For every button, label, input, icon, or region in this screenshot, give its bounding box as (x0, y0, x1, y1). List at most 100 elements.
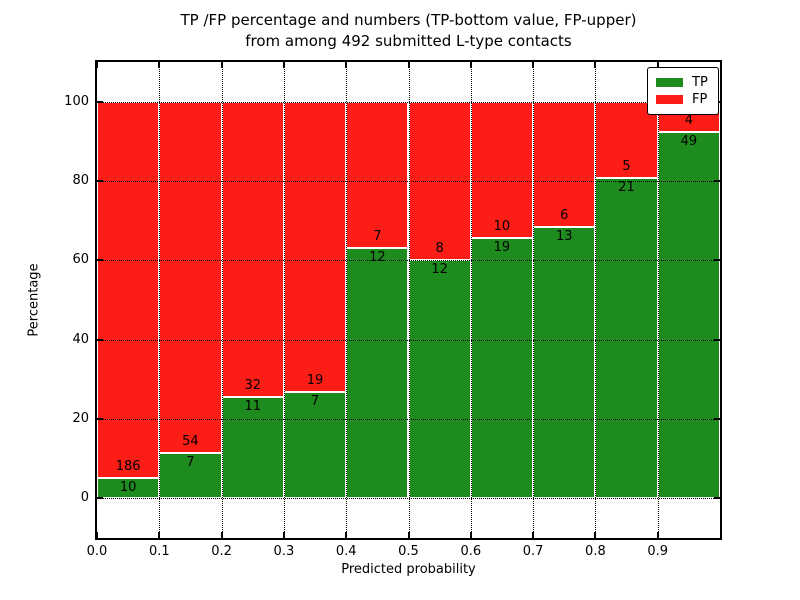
x-gridline (408, 62, 410, 538)
bar-count-fp-label: 7 (373, 228, 382, 244)
bar-count-fp-label: 5 (622, 158, 631, 174)
x-tick (407, 532, 410, 538)
x-tick-label: 0.2 (211, 544, 232, 559)
x-gridline (533, 62, 535, 538)
x-tick (345, 532, 348, 538)
y-gridline (97, 260, 720, 262)
legend-label-tp: TP (692, 74, 708, 90)
bar-segment-tp (657, 131, 720, 499)
bar-count-fp-label: 54 (182, 433, 199, 449)
x-tick-top (282, 62, 285, 68)
x-axis-label: Predicted probability (341, 562, 476, 577)
bar-count-tp-label: 7 (310, 393, 320, 409)
x-tick-top (96, 62, 98, 68)
y-gridline (97, 498, 720, 500)
bar-segment-fp (97, 101, 160, 479)
x-tick-top (158, 62, 161, 68)
x-tick-label: 0.8 (585, 544, 606, 559)
legend-entry: FP (656, 91, 708, 108)
x-tick-label: 0.5 (398, 544, 419, 559)
bar-count-fp-label: 8 (435, 241, 444, 257)
bar-segment-fp (283, 101, 347, 392)
bar-segment-tp (221, 396, 284, 499)
bar-count-fp-label: 32 (244, 377, 262, 393)
x-tick-label: 0.3 (273, 544, 295, 559)
x-tick-label: 0.7 (522, 544, 544, 559)
bar-count-fp-label: 6 (560, 207, 569, 223)
bar-segment-fp (221, 101, 284, 397)
x-tick (282, 532, 285, 538)
bar-segment-tp (470, 238, 534, 499)
bar-segment-tp (346, 247, 409, 499)
x-tick (220, 532, 223, 538)
x-gridline (657, 62, 659, 538)
y-tick-right (714, 180, 720, 182)
bar-segment-tp (97, 478, 160, 499)
x-tick (96, 532, 98, 538)
bar-count-fp-label: 4 (684, 112, 693, 128)
x-tick-top (656, 62, 659, 68)
bar-count-tp-label: 11 (244, 398, 262, 414)
bar-count-tp-label: 10 (119, 480, 137, 496)
x-tick-top (469, 62, 472, 68)
x-tick-label: 0.4 (335, 544, 357, 559)
x-tick-top (407, 62, 410, 68)
bar-segment-tp (283, 391, 347, 499)
y-tick (97, 497, 103, 500)
y-tick-label: 40 (72, 331, 89, 347)
bar-segment-tp (408, 260, 471, 499)
chart-title-line1: TP /FP percentage and numbers (TP-bottom… (180, 11, 637, 29)
x-tick (656, 532, 659, 538)
x-gridline (283, 62, 285, 538)
x-gridline (221, 62, 223, 538)
x-gridline (595, 62, 597, 538)
bar-count-fp-label: 19 (306, 372, 324, 388)
y-tick-label: 100 (64, 93, 89, 109)
y-gridline (97, 101, 720, 103)
chart-title-line2: from among 492 submitted L-type contacts (245, 32, 572, 50)
y-tick (97, 100, 103, 103)
x-tick-label: 0.6 (460, 544, 482, 559)
y-tick-label: 0 (80, 490, 89, 506)
bar-count-tp-label: 49 (680, 133, 698, 149)
bar-segment-fp (159, 101, 222, 453)
y-tick-label: 60 (72, 252, 89, 268)
x-gridline (159, 62, 161, 538)
y-tick (97, 259, 103, 262)
y-tick-right (714, 418, 720, 420)
x-gridline (470, 62, 472, 538)
x-tick-label: 0.1 (148, 544, 170, 559)
y-tick-right (714, 497, 720, 500)
y-tick (97, 418, 103, 420)
plot-area: 186 10 54 7 32 11 19 7 7 12 8 12 10 19 6 13 5 21 4 49 0.0 0.1… (64, 60, 722, 559)
y-tick-label: 20 (72, 411, 89, 426)
x-tick (594, 532, 597, 538)
bar-segment-fp (346, 101, 409, 248)
x-tick-label: 0.9 (647, 544, 669, 559)
y-tick-label: 80 (72, 173, 89, 188)
bar-count-tp-label: 12 (369, 249, 386, 265)
bar-segment-tp (595, 177, 658, 499)
x-tick-top (220, 62, 223, 68)
legend-entry: TP (656, 74, 708, 91)
x-tick (158, 532, 161, 538)
legend: TP FP (647, 67, 719, 115)
bar-count-fp-label: 10 (493, 219, 511, 235)
plot-canvas: 186 10 54 7 32 11 19 7 7 12 8 12 10 19 6 13 5 21 4 49 0.0 0.1… (64, 62, 720, 559)
bar-segment-tp (159, 452, 222, 499)
chart-title: TP /FP percentage and numbers (TP-bottom… (97, 10, 720, 52)
y-gridline (97, 181, 720, 182)
x-tick-top (594, 62, 597, 68)
y-tick (97, 338, 103, 341)
x-tick (469, 532, 472, 538)
bar-count-tp-label: 21 (618, 179, 635, 195)
y-gridline (97, 339, 720, 341)
bar-count-tp-label: 19 (493, 240, 511, 256)
x-tick-top (532, 62, 535, 68)
y-tick-right (714, 338, 720, 341)
bar-count-tp-label: 7 (186, 454, 195, 470)
y-axis-label: Percentage (26, 263, 42, 337)
legend-label-fp: FP (692, 91, 708, 107)
y-tick (97, 180, 103, 182)
